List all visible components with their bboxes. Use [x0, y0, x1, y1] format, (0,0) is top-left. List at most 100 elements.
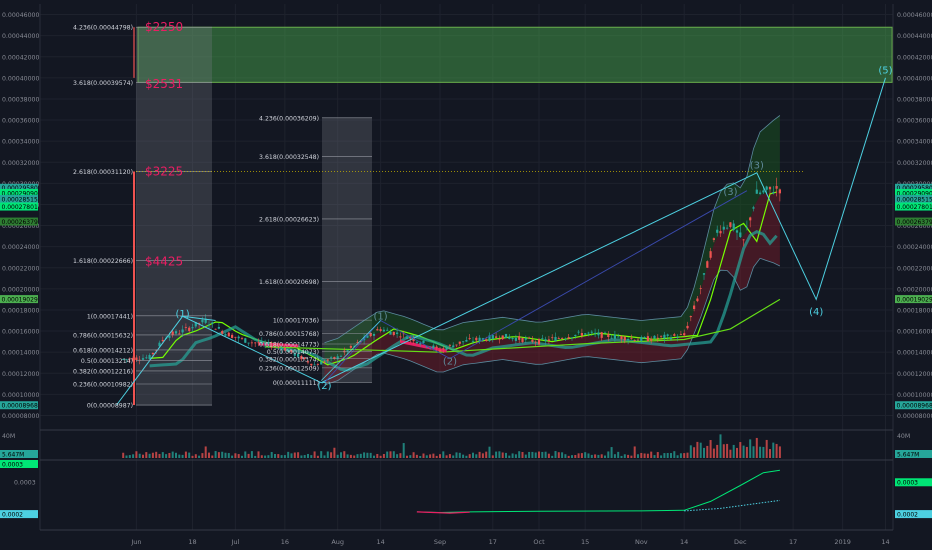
price-tick-label-right: 0.00022000	[897, 265, 932, 272]
volume-bar	[646, 453, 649, 458]
volume-bar	[584, 452, 587, 458]
candle-body	[349, 345, 352, 348]
price-badge-right	[895, 188, 932, 197]
volume-bar	[211, 455, 214, 458]
volume-bar	[775, 443, 778, 458]
price-tick-label: 0.00012000	[2, 371, 39, 378]
candle-body	[145, 357, 148, 359]
candle-body	[125, 359, 128, 360]
volume-bar	[135, 451, 138, 458]
volume-bar	[208, 452, 210, 458]
candle-body	[554, 336, 557, 342]
volume-bar	[666, 452, 669, 458]
price-target-label: $2531	[145, 77, 183, 91]
price-tick-label-right: 0.00016000	[897, 329, 932, 336]
volume-bar	[620, 455, 623, 458]
indicator-badge-right-text: 0.0003	[897, 480, 918, 487]
candle-body	[478, 337, 481, 342]
volume-bar	[623, 454, 626, 458]
price-badge-right-text: 0.00029090	[897, 190, 932, 197]
price-tick-label-right: 0.00034000	[897, 139, 932, 146]
candle-body	[541, 338, 544, 340]
volume-bar	[432, 453, 435, 458]
candle-body	[372, 334, 376, 336]
price-tick-label-right: 0.00038000	[897, 96, 932, 103]
time-tick-label: Sep	[434, 538, 446, 546]
candle-body	[491, 335, 494, 340]
candle-body	[313, 364, 316, 366]
volume-bar	[501, 452, 504, 458]
volume-bar	[547, 453, 550, 458]
volume-bar	[138, 453, 141, 458]
volume-bar	[567, 455, 570, 458]
volume-bar	[726, 443, 729, 458]
candle-body	[577, 331, 580, 333]
volume-bar	[637, 454, 639, 458]
envelope-lower-line	[324, 257, 781, 386]
candle-body	[273, 344, 277, 347]
volume-bar	[541, 451, 544, 458]
candle-body	[382, 329, 385, 332]
grid-lines	[40, 4, 893, 530]
volume-bar	[132, 454, 135, 458]
candle-body	[283, 347, 286, 351]
candle-body	[471, 340, 475, 342]
target-zone	[137, 26, 893, 83]
time-tick-label: 2019	[834, 538, 851, 546]
candle-body	[495, 336, 498, 338]
volume-bar	[148, 453, 151, 458]
volume-bar	[161, 452, 164, 458]
wave-label: (2)	[317, 381, 331, 392]
volume-bar	[204, 446, 207, 458]
volume-bar	[237, 454, 240, 458]
price-badge-right-text: 0.00008968	[897, 403, 932, 410]
candle-body	[442, 348, 445, 350]
volume-bar	[194, 454, 197, 458]
axes: 0.00046000 0.00046000 0.00044000 0.00044000…	[0, 4, 932, 546]
candle-body	[297, 353, 300, 357]
candle-body	[379, 329, 382, 331]
wave-label: (1)	[176, 309, 190, 320]
fib2-level-label: 0.5(0.00014073)	[267, 349, 319, 356]
price-target-label: $4425	[145, 254, 183, 268]
candle-body	[709, 251, 712, 258]
ma-pink-segment	[400, 340, 447, 353]
candle-body	[330, 357, 333, 359]
volume-bar	[722, 444, 725, 458]
candle-body	[316, 364, 319, 366]
volume-bar	[676, 455, 679, 458]
candle-body	[326, 359, 329, 361]
volume-bar	[406, 455, 408, 458]
volume-bar	[696, 441, 699, 458]
volume-bar	[277, 454, 280, 458]
volume-bar	[379, 455, 382, 458]
time-tick-label: 15	[581, 538, 589, 546]
volume-bar	[683, 453, 686, 458]
volume-axis-label: 40M	[2, 433, 15, 440]
volume-bar	[732, 444, 735, 458]
wave-label: (3)	[750, 160, 764, 171]
candle-body	[386, 329, 389, 331]
indicator-badge-left	[0, 510, 38, 519]
volume-bar	[125, 455, 128, 458]
volume-bar	[564, 454, 567, 458]
candle-body	[231, 334, 234, 338]
volume-bar	[412, 452, 415, 458]
volume-bar	[241, 455, 243, 458]
candle-body	[161, 339, 164, 342]
price-tick-label: 0.00018000	[2, 307, 39, 314]
candle-body	[336, 356, 339, 360]
candle-body	[584, 333, 587, 335]
candle-body	[141, 358, 145, 360]
price-badge-left	[0, 202, 38, 211]
envelope-upper-line	[324, 115, 781, 344]
candle-body	[564, 338, 567, 340]
volume-bar	[217, 452, 220, 458]
price-badge-right-text: 0.00026379	[897, 219, 932, 226]
price-tick-label: 0.00042000	[2, 54, 39, 61]
volume-bar	[307, 453, 309, 458]
volume-bar	[571, 455, 573, 458]
volume-bar	[544, 451, 547, 458]
volume-bar	[429, 454, 432, 458]
